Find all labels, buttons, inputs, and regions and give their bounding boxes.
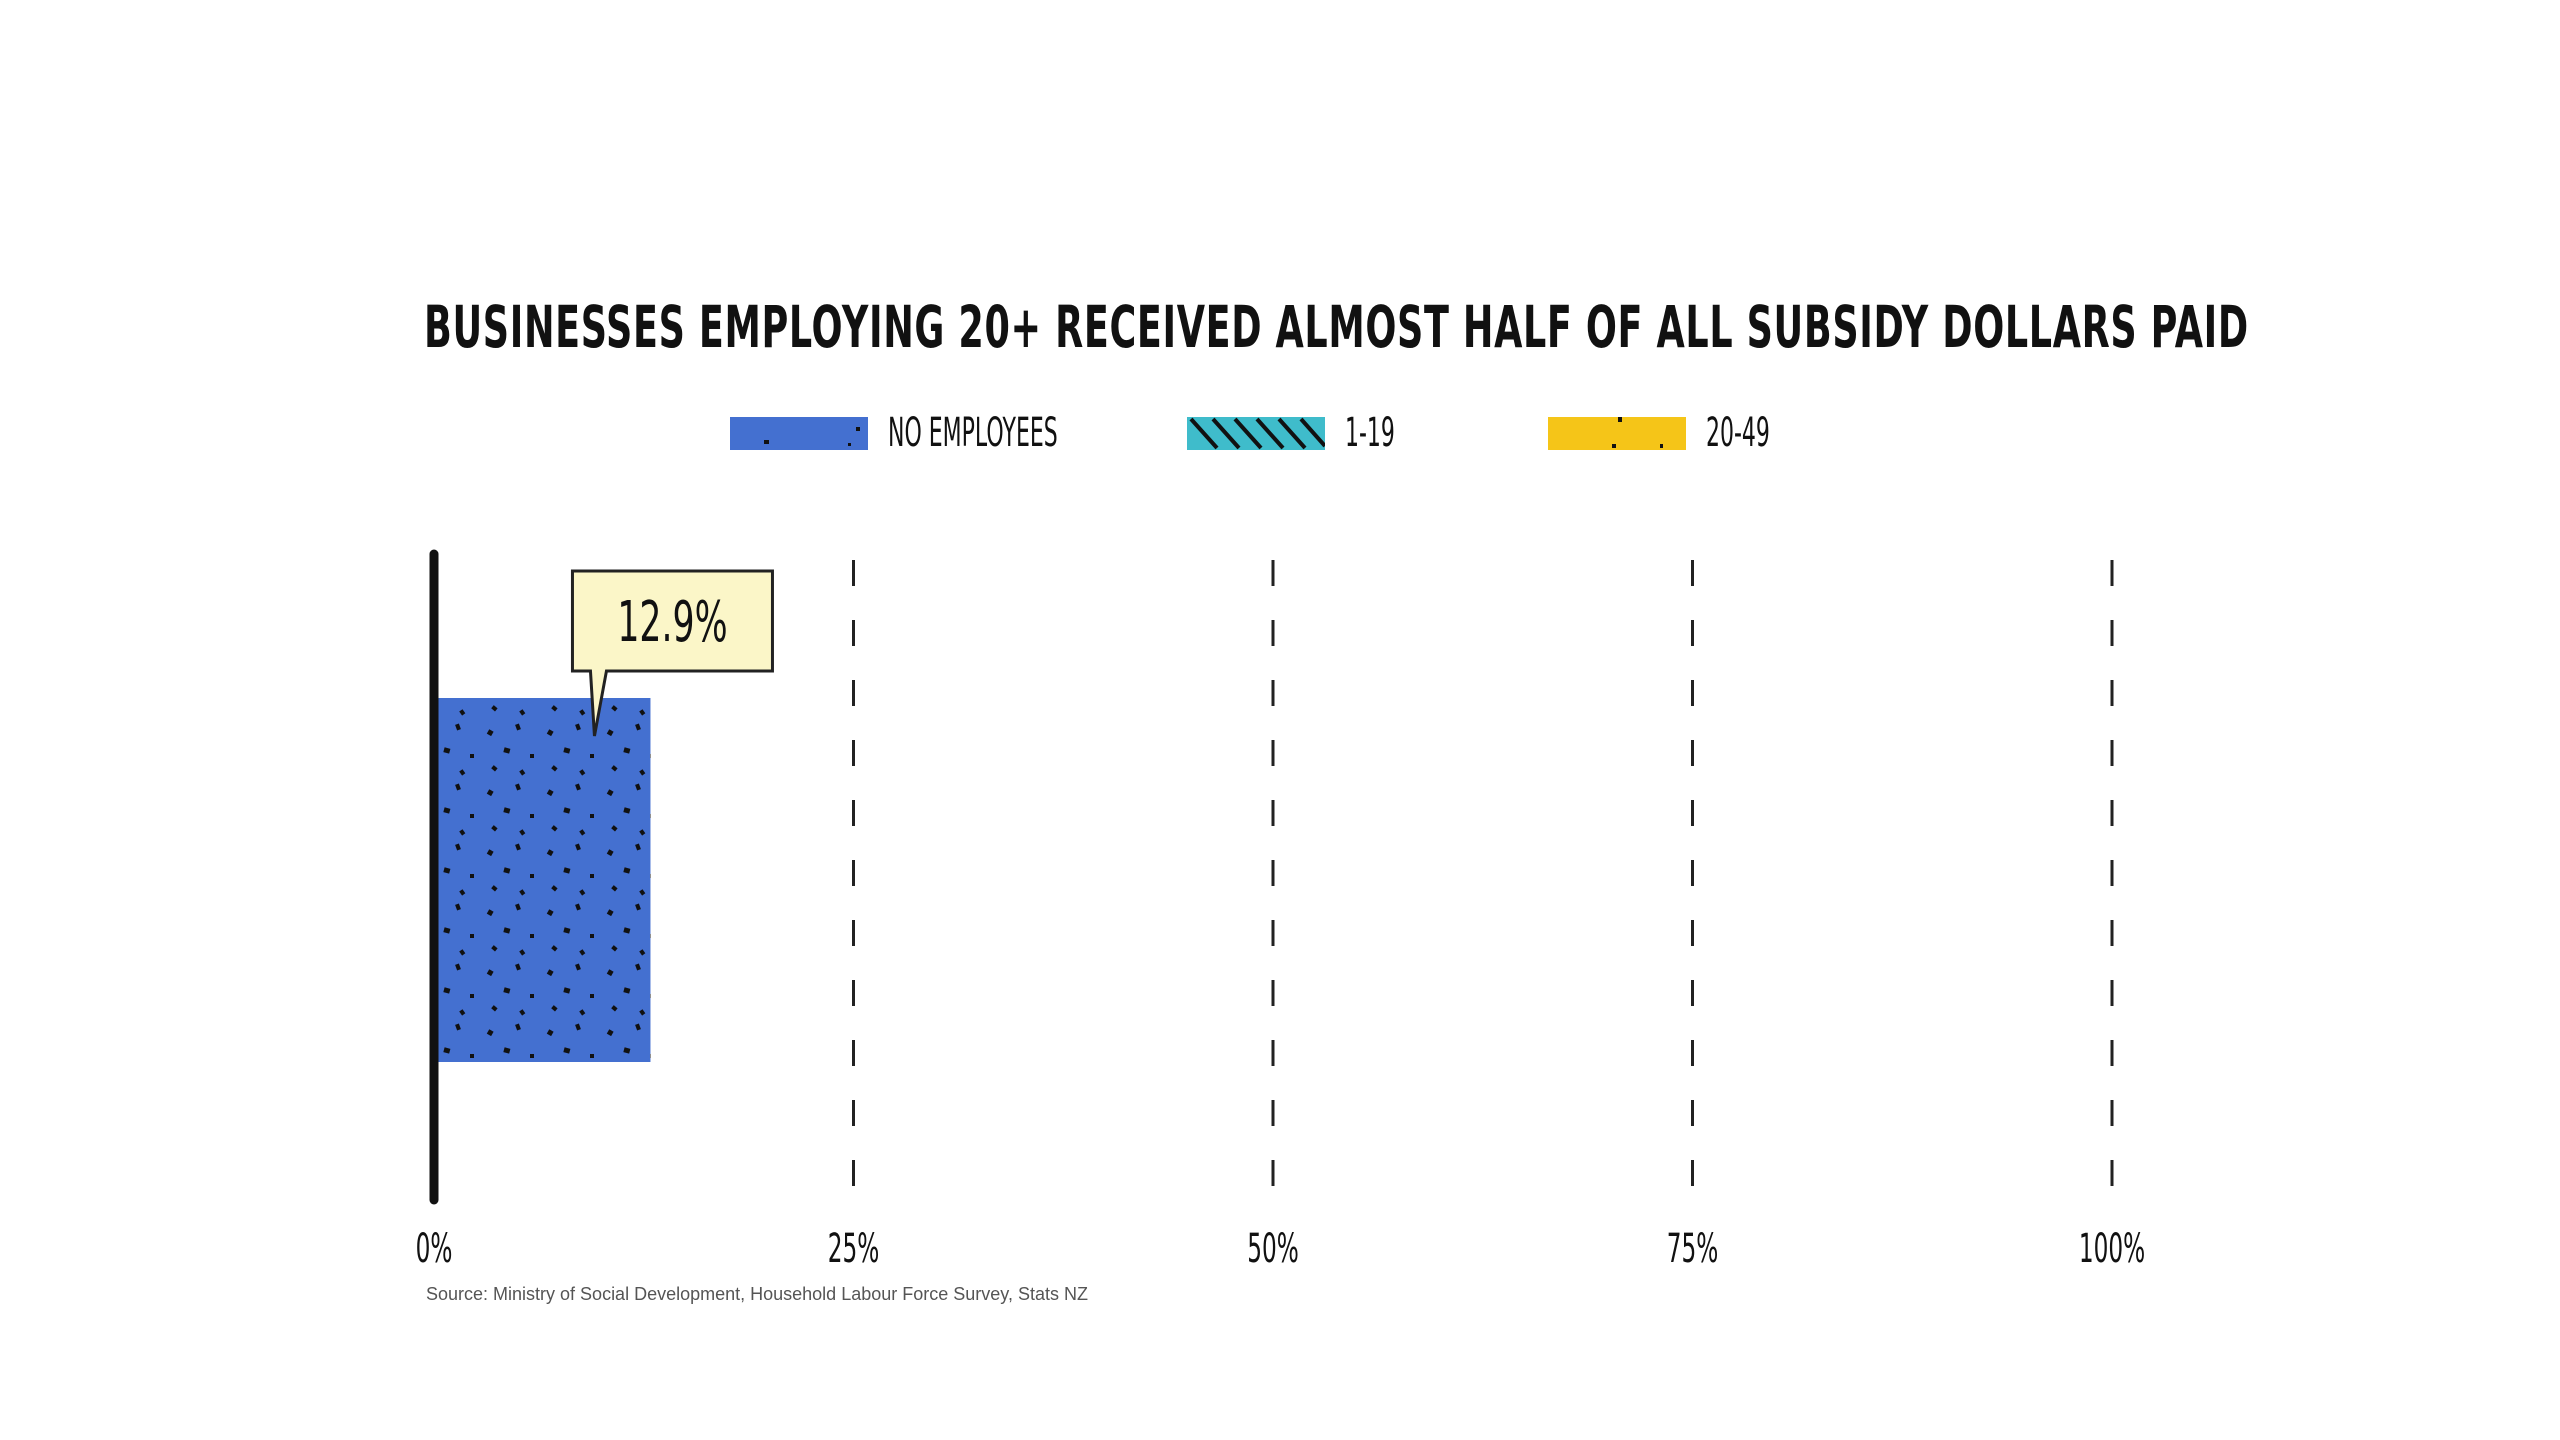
x-tick-label-0: 0% (416, 1225, 453, 1271)
legend-label-20-49: 20-49 (1706, 410, 1770, 456)
legend-label-1-19: 1-19 (1345, 410, 1395, 456)
source-note: Source: Ministry of Social Development, … (426, 1284, 1088, 1304)
legend-swatch-no-employees (730, 417, 868, 450)
x-tick-label-75: 75% (1667, 1225, 1719, 1271)
gridlines (852, 560, 2114, 1200)
data-labels: 12.9% (570, 569, 774, 737)
data-label-callout: 12.9% (570, 569, 774, 737)
legend-item-1-19: 1-19 (1187, 411, 1487, 455)
bars (434, 698, 651, 1062)
legend-swatch-20-49 (1548, 417, 1686, 450)
x-tick-label-25: 25% (828, 1225, 880, 1271)
legend-swatch-1-19 (1187, 417, 1325, 450)
x-tick-label-100: 100% (2079, 1225, 2145, 1271)
x-tick-labels: 0% 25% 50% 75% 100% (416, 1225, 2146, 1271)
callout-box (570, 569, 774, 737)
legend-item-20-49: 20-49 (1548, 411, 1848, 455)
bar-no-employees (434, 698, 651, 1062)
data-label-text: 12.9% (617, 589, 727, 654)
legend-label-no-employees: NO EMPLOYEES (888, 410, 1058, 456)
legend-item-no-employees: NO EMPLOYEES (730, 411, 1090, 455)
x-tick-label-50: 50% (1247, 1225, 1299, 1271)
